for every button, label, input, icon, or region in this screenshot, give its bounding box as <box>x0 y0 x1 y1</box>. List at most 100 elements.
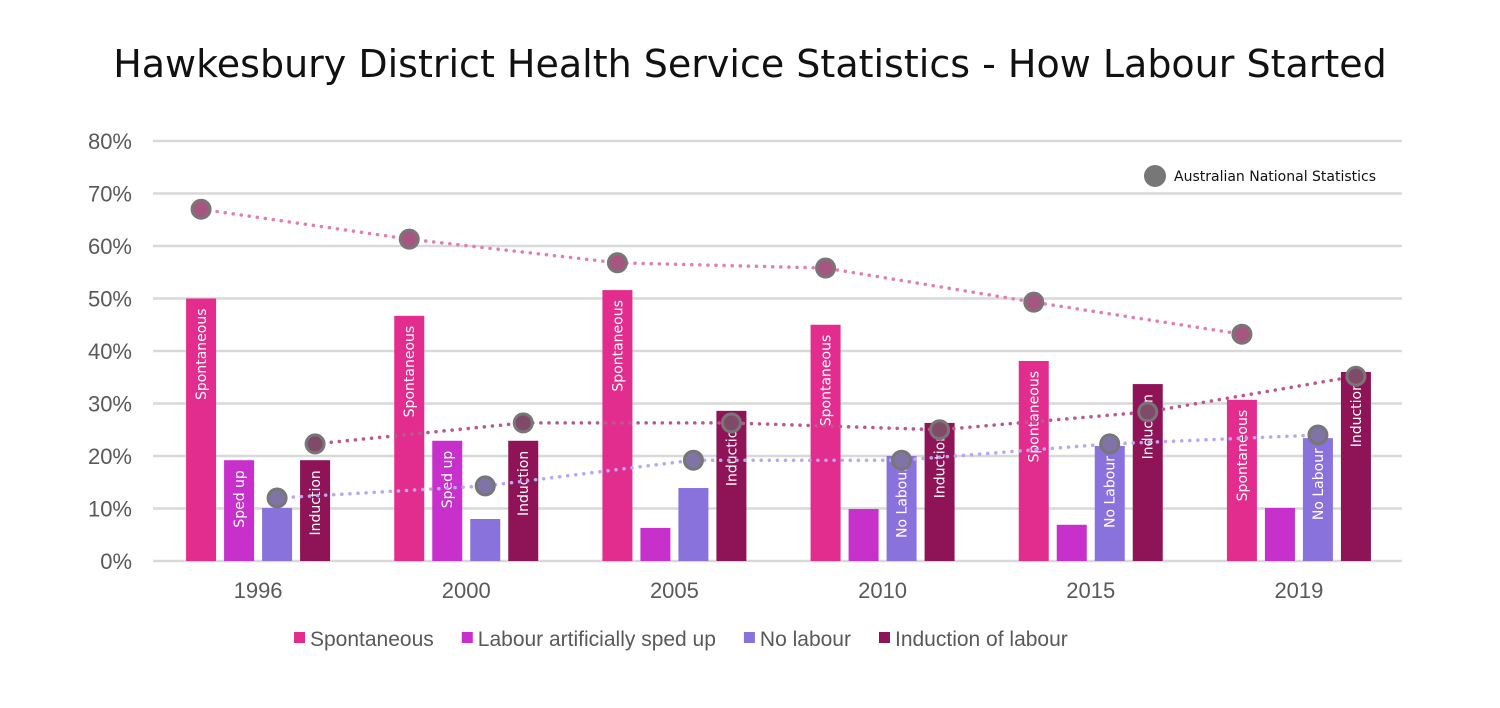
x-tick-label: 2019 <box>1274 578 1323 603</box>
bar-no-labour <box>678 488 709 561</box>
bar-label: Sped up <box>232 470 248 528</box>
national-stat-marker-fill <box>1348 368 1364 384</box>
national-stat-marker-fill <box>1140 404 1156 420</box>
bar-labour-artificially-sped-up <box>1264 507 1295 561</box>
y-tick-label: 40% <box>88 339 132 364</box>
national-stat-marker <box>266 487 288 509</box>
legend-label: Spontaneous <box>310 628 434 651</box>
bar-label: Induction <box>308 470 324 535</box>
x-tick-label: 2010 <box>858 578 907 603</box>
bar-label: Spontaneous <box>1027 371 1043 463</box>
national-stat-marker <box>720 412 742 434</box>
bar-labour-artificially-sped-up <box>848 509 879 561</box>
national-stat-marker-fill <box>269 490 285 506</box>
x-tick-label: 1996 <box>234 578 283 603</box>
bar-labour-artificially-sped-up <box>432 440 463 561</box>
national-stat-marker-fill <box>401 231 417 247</box>
y-tick-label: 10% <box>88 497 132 522</box>
legend-marker-national <box>1144 165 1166 187</box>
y-tick-label: 60% <box>88 234 132 259</box>
x-tick-label: 2015 <box>1066 578 1115 603</box>
bar-induction-of-labour <box>924 422 955 561</box>
national-stat-marker-fill <box>515 415 531 431</box>
legend-label: Labour artificially sped up <box>478 628 716 651</box>
legend-label: No labour <box>760 628 851 651</box>
y-tick-label: 50% <box>88 287 132 312</box>
national-stat-marker <box>891 449 913 471</box>
national-stat-marker-fill <box>723 415 739 431</box>
national-stat-marker <box>1307 424 1329 446</box>
national-stat-marker <box>304 433 326 455</box>
national-stat-marker <box>606 252 628 274</box>
bar-label: No Labour <box>895 466 911 538</box>
chart-title: Hawkesbury District Health Service Stati… <box>113 42 1387 86</box>
bar-label: Induction <box>724 421 740 486</box>
bar-label: Spontaneous <box>194 309 210 401</box>
national-stat-marker-fill <box>609 255 625 271</box>
national-stat-marker <box>1023 291 1045 313</box>
y-tick-label: 80% <box>88 129 132 154</box>
bar-no-labour <box>470 519 501 561</box>
national-stat-marker <box>1137 401 1159 423</box>
national-stat-marker-fill <box>894 452 910 468</box>
bar-label: Spontaneous <box>610 300 626 392</box>
bar-label: Induction <box>516 451 532 516</box>
legend-label-national: Australian National Statistics <box>1174 169 1376 185</box>
national-stat-marker <box>1099 433 1121 455</box>
bar-no-labour <box>1094 446 1125 561</box>
y-tick-label: 70% <box>88 182 132 207</box>
bar-no-labour <box>1302 438 1333 561</box>
national-stat-marker <box>512 412 534 434</box>
legend-swatch <box>878 632 890 643</box>
y-tick-label: 20% <box>88 444 132 469</box>
y-tick-label: 0% <box>100 549 132 574</box>
legend-label: Induction of labour <box>895 628 1068 651</box>
bar-label: Spontaneous <box>1235 410 1251 502</box>
bar-label: Spontaneous <box>819 335 835 427</box>
national-stat-marker-fill <box>1026 294 1042 310</box>
national-stat-marker <box>190 198 212 220</box>
national-stat-marker-fill <box>1102 436 1118 452</box>
legend-swatch <box>461 632 473 643</box>
national-trend-line <box>199 207 1244 336</box>
bar-label: Induction <box>933 433 949 498</box>
bar-label: Spontaneous <box>402 326 418 418</box>
bar-spontaneous <box>1018 360 1049 561</box>
bar-labour-artificially-sped-up <box>224 460 255 561</box>
national-stat-marker <box>815 257 837 279</box>
x-tick-label: 2005 <box>650 578 699 603</box>
legend-swatch <box>294 632 305 643</box>
bar-spontaneous <box>186 298 217 561</box>
national-stat-marker <box>398 228 420 250</box>
bar-labour-artificially-sped-up <box>640 527 671 561</box>
legend-swatch <box>743 632 755 643</box>
x-tick-label: 2000 <box>442 578 491 603</box>
bar-spontaneous <box>394 315 425 561</box>
bar-spontaneous <box>602 290 633 561</box>
national-stat-marker-fill <box>932 422 948 438</box>
bar-label: Induction <box>1349 382 1365 447</box>
national-stat-marker <box>1231 323 1253 345</box>
bar-label: No Labour <box>1103 456 1119 528</box>
national-stat-marker <box>1345 365 1367 387</box>
national-stat-marker-fill <box>307 436 323 452</box>
bar-spontaneous <box>1226 399 1257 561</box>
bar-induction-of-labour <box>508 440 539 561</box>
bar-no-labour <box>262 507 293 561</box>
national-stat-marker-fill <box>477 478 493 494</box>
national-stat-marker <box>474 475 496 497</box>
bar-label: No Labour <box>1311 448 1327 520</box>
y-tick-label: 30% <box>88 392 132 417</box>
bar-labour-artificially-sped-up <box>1056 524 1087 561</box>
bar-induction-of-labour <box>300 460 331 561</box>
national-stat-marker-fill <box>818 260 834 276</box>
national-stat-marker <box>929 419 951 441</box>
bar-induction-of-labour <box>1340 372 1371 561</box>
bar-label: Sped up <box>440 451 456 509</box>
bar-no-labour <box>886 456 917 561</box>
national-stat-marker-fill <box>193 201 209 217</box>
bar-spontaneous <box>810 324 841 561</box>
bar-induction-of-labour <box>716 410 747 561</box>
national-stat-marker-fill <box>1310 427 1326 443</box>
